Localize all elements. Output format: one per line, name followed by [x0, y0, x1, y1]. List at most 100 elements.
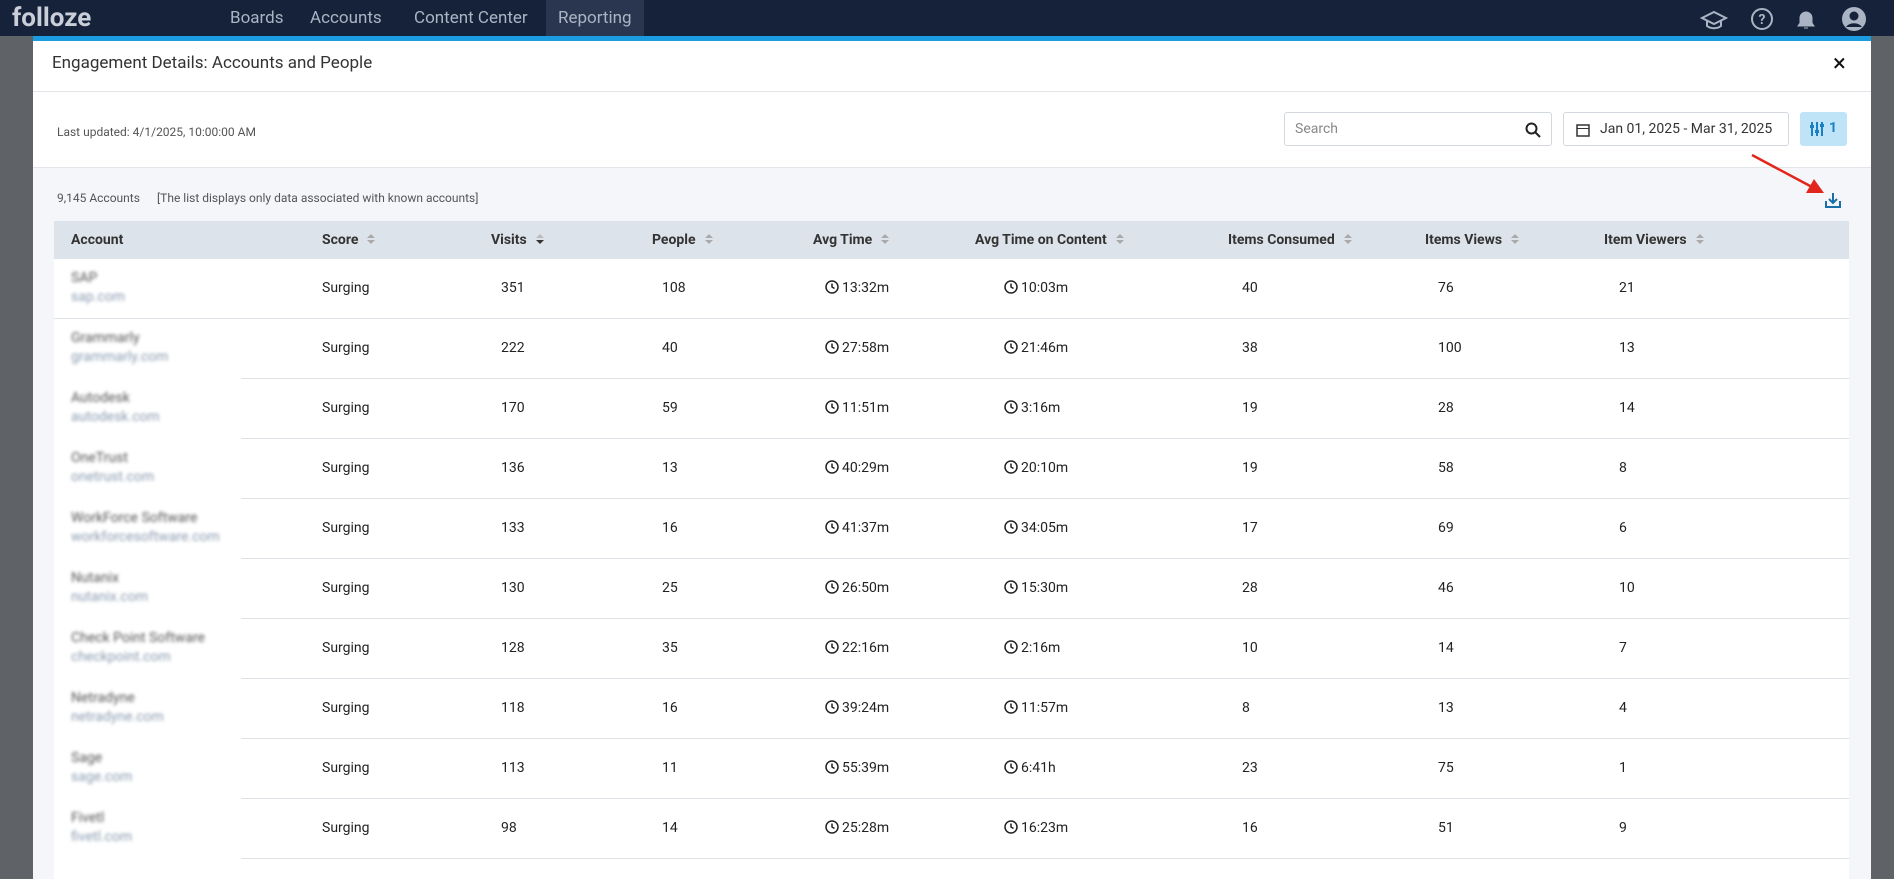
- cell: 59: [662, 400, 678, 416]
- date-range-button[interactable]: Jan 01, 2025 - Mar 31, 2025: [1563, 112, 1789, 146]
- close-button[interactable]: ×: [1833, 49, 1846, 77]
- clock-icon: [825, 280, 839, 294]
- cell: 19: [1242, 400, 1258, 416]
- clock-icon: [825, 400, 839, 414]
- filter-count: 1: [1829, 120, 1838, 136]
- cell-value: 113: [501, 760, 525, 776]
- nav-item[interactable]: Boards: [230, 8, 284, 28]
- cell: Surging: [322, 700, 370, 716]
- column-label: Avg Time on Content: [975, 232, 1107, 248]
- cell: 21: [1619, 280, 1635, 296]
- cell-value: 351: [501, 280, 525, 296]
- cell: 98: [501, 820, 517, 836]
- clock-icon: [825, 520, 839, 534]
- cell: 8: [1242, 700, 1250, 716]
- cell-value: 118: [501, 700, 525, 716]
- cell-value: 26:50m: [842, 580, 890, 596]
- cell: Surging: [322, 460, 370, 476]
- search-box[interactable]: Search: [1284, 112, 1552, 146]
- cell-value: Surging: [322, 280, 370, 296]
- cell: 13: [1619, 340, 1635, 356]
- column-header[interactable]: Avg Time on Content: [975, 221, 1127, 259]
- cell-value: 10:03m: [1021, 280, 1069, 296]
- download-button[interactable]: [1824, 191, 1842, 209]
- column-header[interactable]: Items Consumed: [1228, 221, 1355, 259]
- sort-icon: [1511, 234, 1520, 244]
- column-header[interactable]: Items Views: [1425, 221, 1522, 259]
- cell: 28: [1242, 580, 1258, 596]
- cell: 8: [1619, 460, 1627, 476]
- sort-icon: [881, 234, 890, 244]
- cell: 35: [662, 640, 678, 656]
- cell-value: 13: [662, 460, 678, 476]
- cell: 38: [1242, 340, 1258, 356]
- cell: 13:32m: [825, 280, 889, 296]
- account-name: WorkForce Software: [71, 510, 198, 526]
- cell-value: Surging: [322, 520, 370, 536]
- clock-icon: [825, 460, 839, 474]
- cell-value: 11: [662, 760, 678, 776]
- top-nav: folloze ? Boards Accounts Content Center Re…: [0, 0, 1894, 36]
- nav-item[interactable]: Content Center: [414, 8, 528, 28]
- cell-value: 28: [1438, 400, 1454, 416]
- nav-item[interactable]: Accounts: [310, 8, 382, 28]
- column-header[interactable]: People: [652, 221, 716, 259]
- search-icon: [1525, 122, 1541, 138]
- column-header[interactable]: Avg Time: [813, 221, 892, 259]
- cell: 13: [662, 460, 678, 476]
- cell: Surging: [322, 580, 370, 596]
- cell-value: Surging: [322, 400, 370, 416]
- cell: 118: [501, 700, 525, 716]
- cell-value: 222: [501, 340, 525, 356]
- column-header[interactable]: Visits: [491, 221, 547, 259]
- row-divider: [54, 318, 1849, 319]
- cell: 16: [1242, 820, 1258, 836]
- cell-value: 17: [1242, 520, 1258, 536]
- row-divider: [241, 678, 1849, 679]
- account-name: Grammarly: [71, 330, 140, 346]
- cell: 40: [662, 340, 678, 356]
- account-domain: sage.com: [71, 769, 133, 785]
- cell-value: 16: [662, 700, 678, 716]
- cell-value: 11:51m: [842, 400, 890, 416]
- last-updated: Last updated: 4/1/2025, 10:00:00 AM: [57, 125, 256, 139]
- cell: 28: [1438, 400, 1454, 416]
- nav-item[interactable]: Reporting: [546, 0, 644, 36]
- filter-button[interactable]: 1: [1800, 112, 1847, 146]
- account-name: OneTrust: [71, 450, 128, 466]
- cell-value: 8: [1619, 460, 1627, 476]
- divider: [33, 91, 1871, 92]
- search-placeholder: Search: [1295, 121, 1339, 137]
- cell-value: Surging: [322, 460, 370, 476]
- column-header[interactable]: Score: [322, 221, 378, 259]
- cell: Surging: [322, 820, 370, 836]
- column-header[interactable]: Item Viewers: [1604, 221, 1707, 259]
- note: [The list displays only data associated …: [157, 191, 479, 205]
- cell-value: 58: [1438, 460, 1454, 476]
- cell: 27:58m: [825, 340, 889, 356]
- account-name: Sage: [71, 750, 103, 766]
- cell-value: 108: [662, 280, 686, 296]
- cell-value: Surging: [322, 640, 370, 656]
- cell-value: 25: [662, 580, 678, 596]
- cell: 11:57m: [1004, 700, 1068, 716]
- cell: Surging: [322, 340, 370, 356]
- cell-value: 8: [1242, 700, 1250, 716]
- logo[interactable]: folloze: [12, 3, 92, 33]
- cell-value: 14: [1438, 640, 1454, 656]
- cell: 2:16m: [1004, 640, 1060, 656]
- cell: 40:29m: [825, 460, 889, 476]
- cell-value: 2:16m: [1021, 640, 1061, 656]
- cell-value: 21: [1619, 280, 1635, 296]
- cell: 16:23m: [1004, 820, 1068, 836]
- account-name: Netradyne: [71, 690, 135, 706]
- cell-value: 76: [1438, 280, 1454, 296]
- cell-value: 4: [1619, 700, 1627, 716]
- cell: 14: [1438, 640, 1454, 656]
- cell-value: 59: [662, 400, 678, 416]
- column-label: Avg Time: [813, 232, 873, 248]
- cell-value: 14: [1619, 400, 1635, 416]
- cell: 133: [501, 520, 525, 536]
- row-divider: [241, 498, 1849, 499]
